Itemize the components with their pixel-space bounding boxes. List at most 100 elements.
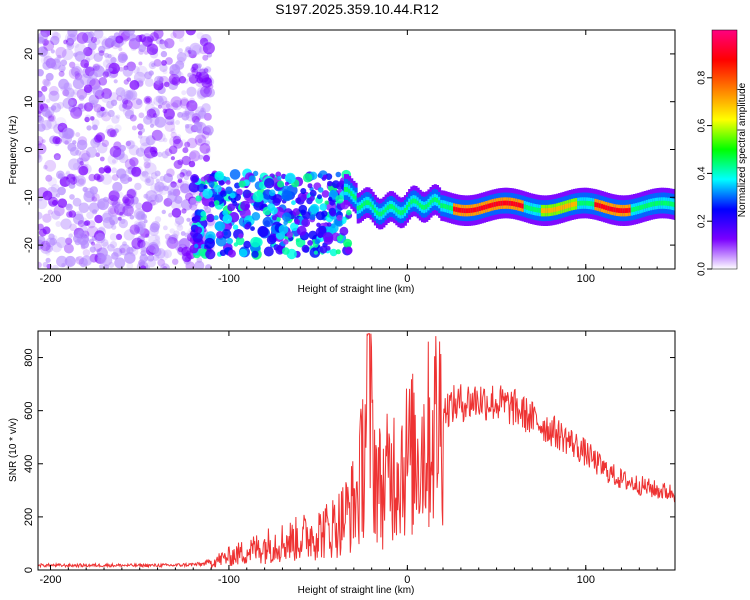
noise-blob xyxy=(102,71,110,78)
noise-blob xyxy=(66,173,76,183)
noise-blob xyxy=(194,134,207,146)
cluster-blob xyxy=(284,172,296,184)
noise-blob xyxy=(119,173,131,185)
noise-blob xyxy=(184,169,192,177)
line-band-segment xyxy=(431,197,435,203)
noise-blob xyxy=(113,79,118,84)
cluster-blob xyxy=(329,248,338,257)
noise-blob xyxy=(135,202,143,210)
cluster-blob xyxy=(308,230,318,240)
noise-blob xyxy=(45,72,54,81)
line-band-segment xyxy=(588,201,591,206)
cluster-blob xyxy=(296,225,307,236)
cluster-blob xyxy=(290,222,299,231)
line-band-segment xyxy=(528,205,531,211)
line-band-segment xyxy=(495,201,499,207)
cluster-blob xyxy=(292,208,301,216)
noise-blob xyxy=(50,35,60,46)
line-band-segment xyxy=(536,207,540,213)
noise-blob xyxy=(97,198,109,211)
cluster-blob xyxy=(317,187,324,193)
cluster-blob xyxy=(218,179,225,186)
noise-blob xyxy=(94,214,103,224)
noise-blob xyxy=(56,101,65,110)
cluster-blob xyxy=(222,210,229,216)
noise-blob xyxy=(55,137,62,145)
noise-blob xyxy=(90,36,97,43)
line-band-segment xyxy=(459,207,463,213)
noise-blob xyxy=(107,194,119,206)
line-band-segment xyxy=(579,200,583,206)
noise-blob xyxy=(123,229,135,241)
noise-blob xyxy=(177,223,183,228)
noise-blob xyxy=(38,235,46,245)
noise-blob xyxy=(120,218,126,224)
line-band-segment xyxy=(652,201,656,207)
cluster-blob xyxy=(191,175,198,183)
line-band-segment xyxy=(346,187,349,192)
cluster-blob xyxy=(240,200,251,211)
noise-blob xyxy=(197,63,202,68)
line-band-segment xyxy=(558,206,561,211)
line-band-segment xyxy=(538,208,542,213)
noise-blob xyxy=(207,221,215,228)
noise-blob xyxy=(76,32,89,44)
line-band-segment xyxy=(654,201,658,206)
noise-blob xyxy=(194,260,205,269)
cluster-blob xyxy=(281,190,293,202)
cluster-blob xyxy=(208,201,215,208)
y-tick-label: 0 xyxy=(23,567,35,573)
noise-blob xyxy=(48,90,60,102)
noise-blob xyxy=(46,98,51,104)
noise-blob xyxy=(191,63,199,71)
cluster-blob xyxy=(339,226,349,236)
colorbar-ticks: 0.0 0.2 0.4 0.6 0.8 xyxy=(697,70,712,276)
noise-blob xyxy=(90,102,96,108)
noise-blob xyxy=(38,198,48,210)
noise-blob xyxy=(172,258,179,265)
cluster-blob xyxy=(343,238,353,248)
cluster-blob xyxy=(307,240,313,246)
y-tick-label: -10 xyxy=(23,189,35,205)
noise-blob xyxy=(196,71,202,78)
line-band-segment xyxy=(451,206,454,211)
noise-blob xyxy=(67,142,77,152)
line-band-segment xyxy=(393,205,397,211)
noise-blob xyxy=(108,261,115,268)
line-band-segment xyxy=(562,204,566,210)
noise-blob xyxy=(119,247,126,254)
noise-blob xyxy=(38,153,43,163)
noise-blob xyxy=(186,217,191,222)
cluster-blob xyxy=(200,211,207,217)
noise-blob xyxy=(189,42,202,55)
noise-blob xyxy=(161,100,172,111)
noise-blob xyxy=(118,153,126,161)
snr-plot-area xyxy=(38,331,675,570)
noise-blob xyxy=(143,219,148,224)
y-tick-label: 10 xyxy=(23,96,35,108)
noise-blob xyxy=(139,127,145,133)
line-band-segment xyxy=(358,205,362,210)
line-band-segment xyxy=(403,208,407,213)
noise-blob xyxy=(69,61,76,68)
x-tick-label: -100 xyxy=(218,574,240,586)
line-band-segment xyxy=(491,202,495,208)
noise-blob xyxy=(50,183,60,193)
cluster-blob xyxy=(204,237,216,249)
noise-blob xyxy=(118,66,124,72)
noise-blob xyxy=(43,42,47,47)
noise-blob xyxy=(112,181,123,193)
noise-blob xyxy=(117,53,128,63)
noise-blob xyxy=(156,132,166,143)
noise-blob xyxy=(144,71,153,80)
noise-blob xyxy=(176,173,184,180)
y-tick-label: 20 xyxy=(23,48,35,60)
line-band-segment xyxy=(618,208,621,213)
noise-blob xyxy=(63,243,74,254)
line-band-segment xyxy=(534,207,538,213)
noise-blob xyxy=(152,113,158,118)
line-band-segment xyxy=(583,200,587,206)
line-band-segment xyxy=(457,207,461,213)
cluster-blob xyxy=(229,169,241,180)
line-band-segment xyxy=(600,203,604,209)
